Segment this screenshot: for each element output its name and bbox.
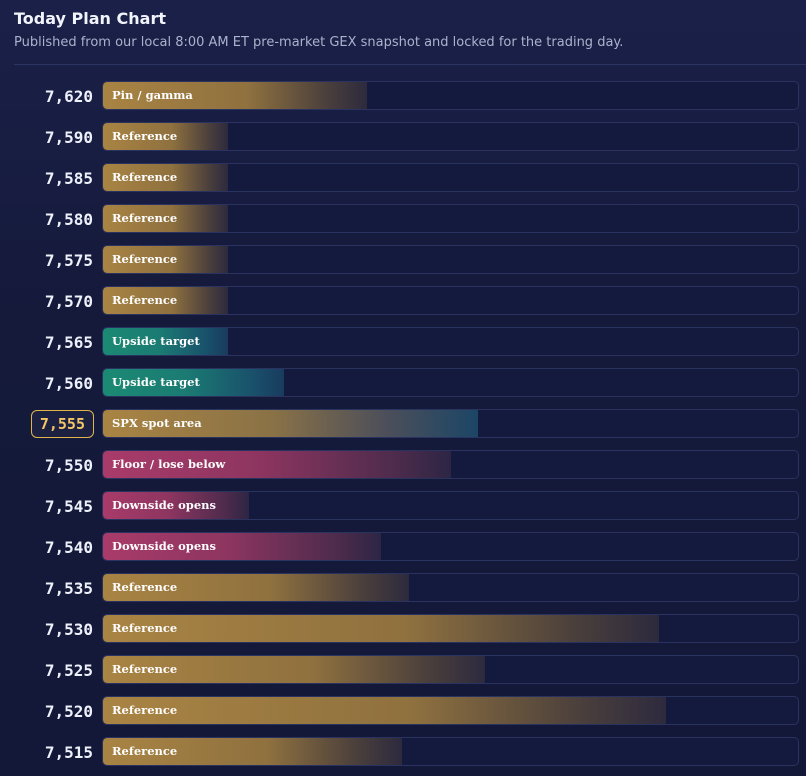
level-row: 7,540 Downside opens <box>0 532 806 573</box>
level-row: 7,545 Downside opens <box>0 491 806 532</box>
level-row: 7,530 Reference <box>0 614 806 655</box>
header-divider <box>14 64 806 65</box>
level-label: Reference <box>112 662 178 676</box>
level-label: Reference <box>112 293 178 307</box>
level-bar-track: Upside target <box>102 327 799 356</box>
level-bar-track: Reference <box>102 737 799 766</box>
level-bar-track: Reference <box>102 286 799 315</box>
level-price: 7,560 <box>44 374 93 393</box>
level-row: 7,580 Reference <box>0 204 806 245</box>
level-label: Reference <box>112 170 178 184</box>
page-subtitle: Published from our local 8:00 AM ET pre-… <box>14 35 624 50</box>
level-label: Reference <box>112 580 178 594</box>
level-price: 7,590 <box>44 128 93 147</box>
page-title: Today Plan Chart <box>14 9 166 28</box>
level-price: 7,535 <box>44 579 93 598</box>
level-label: Reference <box>112 744 178 758</box>
level-price: 7,540 <box>44 538 93 557</box>
level-label: Reference <box>112 252 178 266</box>
level-label: SPX spot area <box>112 416 202 430</box>
level-row: 7,560 Upside target <box>0 368 806 409</box>
level-bar-track: Downside opens <box>102 491 799 520</box>
level-row: 7,520 Reference <box>0 696 806 737</box>
level-price: 7,530 <box>44 620 93 639</box>
level-bar-track: Reference <box>102 573 799 602</box>
level-bar-track: Reference <box>102 204 799 233</box>
level-bar-fill <box>103 328 228 355</box>
level-bar-track: Reference <box>102 655 799 684</box>
level-bar-track: Reference <box>102 163 799 192</box>
level-price: 7,580 <box>44 210 93 229</box>
spot-price-badge: 7,555 <box>30 410 94 438</box>
level-bar-track: Reference <box>102 696 799 725</box>
level-row: 7,570 Reference <box>0 286 806 327</box>
level-bar-fill <box>103 533 381 560</box>
level-price: 7,620 <box>44 87 93 106</box>
level-price: 7,525 <box>44 661 93 680</box>
level-bar-fill <box>103 82 367 109</box>
level-bar-track: Floor / lose below <box>102 450 799 479</box>
level-price: 7,515 <box>44 743 93 762</box>
level-row: 7,585 Reference <box>0 163 806 204</box>
level-bar-track: Pin / gamma <box>102 81 799 110</box>
level-bar-fill <box>103 451 451 478</box>
level-bar-track: Downside opens <box>102 532 799 561</box>
level-bar-fill <box>103 246 228 273</box>
level-row: 7,550 Floor / lose below <box>0 450 806 491</box>
level-row: 7,555 SPX spot area <box>0 409 806 450</box>
level-label: Reference <box>112 703 178 717</box>
level-bar-fill <box>103 656 485 683</box>
level-row: 7,515 Reference <box>0 737 806 776</box>
level-label: Floor / lose below <box>112 457 226 471</box>
level-bar-fill <box>103 205 228 232</box>
level-bar-fill <box>103 492 249 519</box>
level-bar-fill <box>103 287 228 314</box>
level-row: 7,590 Reference <box>0 122 806 163</box>
level-price: 7,585 <box>44 169 93 188</box>
level-bar-fill <box>103 164 228 191</box>
level-row: 7,565 Upside target <box>0 327 806 368</box>
level-label: Reference <box>112 211 178 225</box>
level-bar-fill <box>103 410 478 437</box>
level-price: 7,575 <box>44 251 93 270</box>
level-label: Reference <box>112 621 178 635</box>
level-bar-track: SPX spot area <box>102 409 799 438</box>
level-label: Pin / gamma <box>112 88 193 102</box>
level-row: 7,525 Reference <box>0 655 806 696</box>
level-price: 7,520 <box>44 702 93 721</box>
level-bar-track: Upside target <box>102 368 799 397</box>
level-bar-fill <box>103 123 228 150</box>
level-list: 7,620 Pin / gamma 7,590 Reference 7,585 Refer… <box>0 81 806 776</box>
level-price: 7,550 <box>44 456 93 475</box>
level-bar-track: Reference <box>102 245 799 274</box>
level-label: Upside target <box>112 375 200 389</box>
level-bar-track: Reference <box>102 122 799 151</box>
level-bar-fill <box>103 738 402 765</box>
level-row: 7,575 Reference <box>0 245 806 286</box>
level-bar-fill <box>103 574 409 601</box>
level-price: 7,565 <box>44 333 93 352</box>
level-bar-fill <box>103 615 659 642</box>
level-row: 7,535 Reference <box>0 573 806 614</box>
level-label: Upside target <box>112 334 200 348</box>
level-label: Downside opens <box>112 498 216 512</box>
level-bar-track: Reference <box>102 614 799 643</box>
level-bar-fill <box>103 697 666 724</box>
level-label: Reference <box>112 129 178 143</box>
level-price: 7,570 <box>44 292 93 311</box>
level-price: 7,545 <box>44 497 93 516</box>
level-bar-fill <box>103 369 284 396</box>
level-row: 7,620 Pin / gamma <box>0 81 806 122</box>
level-label: Downside opens <box>112 539 216 553</box>
